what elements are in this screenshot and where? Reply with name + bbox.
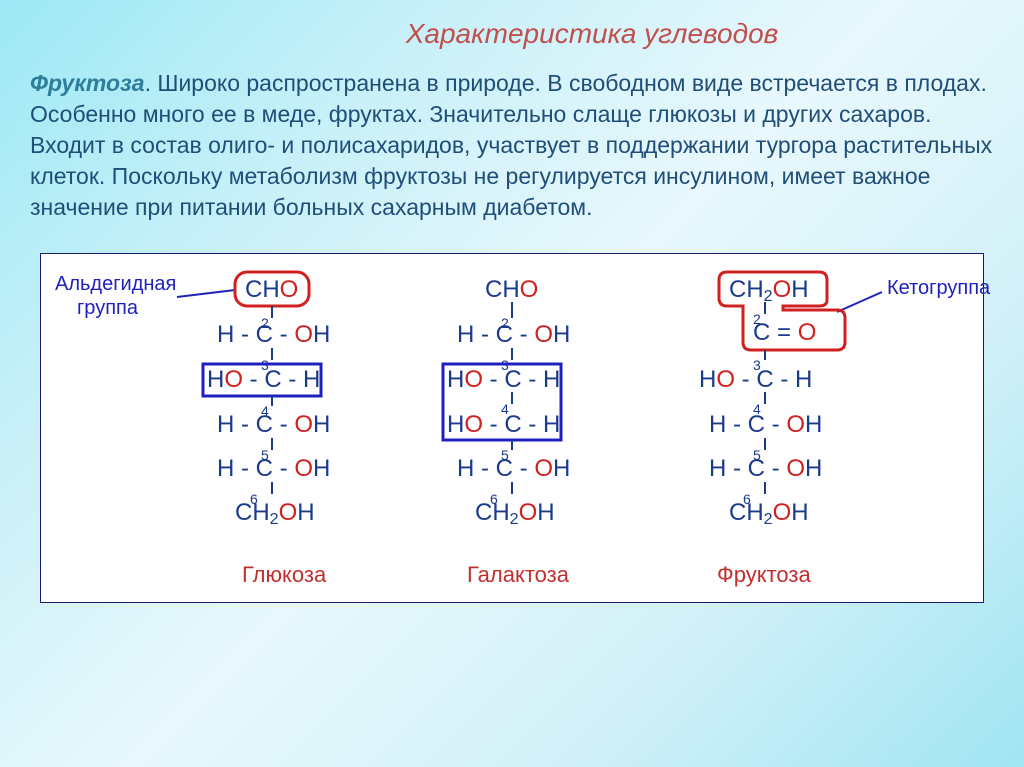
- svg-text:H - C - OH: H - C - OH: [217, 455, 330, 482]
- svg-text:CHO: CHO: [245, 276, 298, 303]
- chemistry-diagram: Альдегидная группа Кетогруппа CHO 2 H - …: [40, 253, 984, 603]
- svg-text:H - C - OH: H - C - OH: [457, 321, 570, 348]
- galactose-structure: CHO 2 H - C - OH 3 HO - C - H 4 HO - C -…: [443, 276, 570, 528]
- highlight-word: Фруктоза: [30, 70, 145, 96]
- glucose-name: Глюкоза: [242, 562, 327, 587]
- group-label: группа: [77, 297, 139, 319]
- svg-text:CHO: CHO: [485, 276, 538, 303]
- fructose-name: Фруктоза: [717, 562, 811, 587]
- svg-text:HO - C - H: HO - C - H: [447, 366, 560, 393]
- svg-text:CH2OH: CH2OH: [729, 499, 809, 528]
- glucose-structure: CHO 2 H - C - OH 3 HO - C - H 4 H - C - …: [203, 272, 330, 528]
- fructose-structure: CH2OH 2 C = O 3 HO - C - H 4 H - C - OH …: [699, 272, 845, 528]
- keto-label: Кетогруппа: [887, 277, 991, 299]
- svg-text:C = O: C = O: [753, 319, 816, 346]
- main-paragraph: Фруктоза. Широко распространена в природ…: [30, 68, 994, 223]
- svg-text:H - C - OH: H - C - OH: [217, 411, 330, 438]
- svg-text:H - C - OH: H - C - OH: [217, 321, 330, 348]
- svg-text:CH2OH: CH2OH: [235, 499, 315, 528]
- aldehyde-label: Альдегидная: [55, 273, 176, 295]
- svg-text:CH2OH: CH2OH: [729, 276, 809, 305]
- keto-pointer: [837, 292, 882, 312]
- svg-text:CH2OH: CH2OH: [475, 499, 555, 528]
- svg-text:HO - C - H: HO - C - H: [447, 411, 560, 438]
- galactose-name: Галактоза: [467, 562, 570, 587]
- paragraph-text: . Широко распространена в природе. В сво…: [30, 70, 992, 220]
- aldehyde-pointer: [177, 290, 235, 297]
- svg-text:HO - C - H: HO - C - H: [699, 366, 812, 393]
- svg-text:HO - C - H: HO - C - H: [207, 366, 320, 393]
- svg-text:H - C - OH: H - C - OH: [457, 455, 570, 482]
- structures-svg: Альдегидная группа Кетогруппа CHO 2 H - …: [47, 262, 1007, 596]
- svg-text:H - C - OH: H - C - OH: [709, 411, 822, 438]
- svg-text:H - C - OH: H - C - OH: [709, 455, 822, 482]
- page-title: Характеристика углеводов: [190, 18, 994, 50]
